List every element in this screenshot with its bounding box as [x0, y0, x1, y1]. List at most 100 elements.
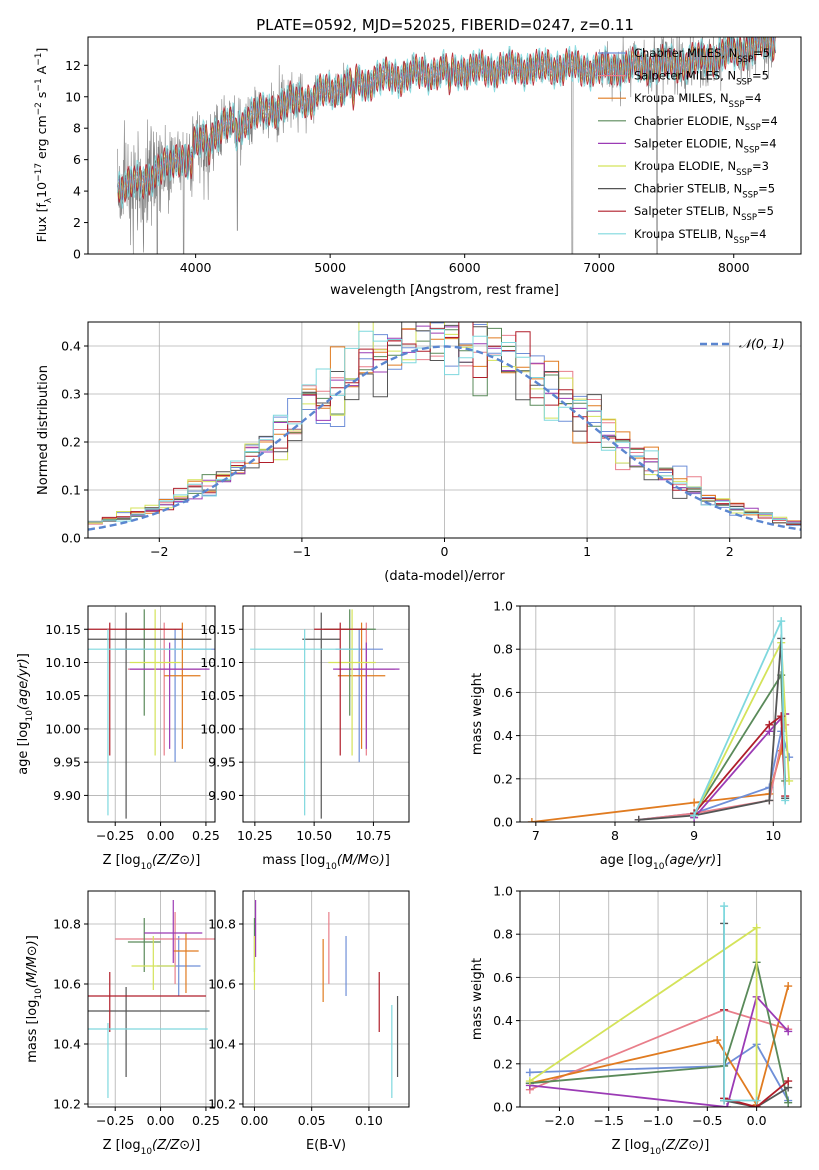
errorbar-kroupa-elodie: [131, 936, 176, 990]
errorbar-kroupa-miles: [337, 622, 386, 749]
weight-marker: [752, 1096, 761, 1105]
y-tick-label: 0.6: [493, 685, 513, 700]
weight-marker: [752, 923, 761, 932]
x-axis-label: E(B-V): [306, 1138, 346, 1153]
x-tick-label: 7000: [583, 260, 615, 275]
errorbar-chabrier-elodie: [127, 918, 161, 972]
weight-vs-metallicity-panel: −2.0 −1.5 −1.0 −0.5 0.0 0.0 0.2 0.4 0.6 0.8 1.0 Z […: [470, 884, 802, 1157]
x-tick-label: 10.50: [296, 828, 332, 843]
weight-marker: [784, 1077, 793, 1086]
legend-entry-chabrier-stelib: Chabrier STELIB, NSSP=5: [634, 182, 775, 201]
x-tick-label: −1.5: [594, 1113, 624, 1128]
legend-entry-salpeter-stelib: Salpeter STELIB, NSSP=5: [634, 204, 774, 223]
y-tick-label: 0.0: [493, 1100, 513, 1115]
x-tick-label: −2.0: [544, 1113, 574, 1128]
legend-entry-gaussian: 𝒩(0, 1): [739, 336, 785, 351]
y-tick-label: 10.6: [53, 977, 81, 992]
age-vs-metallicity-panel: −0.25 0.00 0.25 9.90 9.95 10.00 10.05 10.10 10.1…: [16, 605, 220, 872]
mass-vs-extinction-panel: 0.00 0.05 0.10 10.2 10.4 10.6 10.8 E(B-V): [208, 890, 410, 1153]
y-tick-label: 0.8: [493, 927, 513, 942]
weight-marker: [784, 1098, 793, 1107]
weight-series-kroupa-elodie: [525, 923, 761, 1107]
legend-entry-kroupa-stelib: Kroupa STELIB, NSSP=4: [634, 227, 766, 246]
x-tick-label: 0: [441, 544, 449, 559]
y-tick-label: 10.15: [45, 622, 81, 637]
y-tick-label: 10.05: [45, 688, 81, 703]
errorbar-chabrier-stelib: [88, 612, 212, 819]
errorbar-kroupa-stelib: [250, 629, 360, 816]
figure-title: PLATE=0592, MJD=52025, FIBERID=0247, z=0…: [256, 16, 634, 34]
y-tick-label: 0: [73, 247, 81, 262]
errorbar-kroupa-miles: [173, 933, 199, 993]
x-axis-label: wavelength [Angstrom, rest frame]: [330, 283, 559, 298]
x-axis-label: Z [log10(Z/Z⊙)]: [103, 1138, 201, 1157]
weight-series-chabrier-elodie: [525, 958, 793, 1107]
y-tick-label: 10.10: [45, 655, 81, 670]
weight-series-kroupa-stelib: [690, 617, 790, 820]
x-axis-label: Z [log10(Z/Z⊙)]: [103, 853, 201, 872]
weight-marker: [720, 1096, 729, 1105]
y-tick-label: 10: [65, 89, 81, 104]
x-tick-label: 10: [765, 828, 781, 843]
axes-frame: [242, 890, 410, 1108]
gaussian-curve: [88, 345, 801, 531]
y-tick-label: 0.4: [493, 728, 513, 743]
x-tick-label: 0.25: [192, 828, 220, 843]
y-tick-label: 0.2: [493, 771, 513, 786]
x-tick-label: −0.25: [96, 1113, 134, 1128]
weight-marker: [690, 811, 699, 820]
x-tick-label: 8: [611, 828, 619, 843]
weight-marker: [525, 1077, 534, 1086]
y-axis-label: age [log10(age/yr)]: [16, 653, 35, 775]
weight-marker: [765, 796, 774, 805]
model-spectrum-salpeter-stelib: [117, 37, 776, 203]
y-tick-label: 1.0: [493, 884, 513, 899]
x-tick-label: 0.25: [192, 1113, 220, 1128]
y-tick-label: 10.15: [200, 622, 236, 637]
y-tick-label: 8: [73, 121, 81, 136]
plot-area: [88, 900, 215, 1098]
x-tick-label: 0.0: [747, 1113, 767, 1128]
weight-marker: [527, 818, 536, 822]
errorbar-salpeter-elodie: [144, 900, 203, 963]
x-tick-label: 0.10: [355, 1113, 383, 1128]
axes-frame: [242, 605, 410, 823]
x-tick-label: 0.00: [147, 1113, 175, 1128]
y-tick-label: 10.00: [45, 721, 81, 736]
x-tick-label: 5000: [314, 260, 346, 275]
y-tick-label: 0.0: [493, 815, 513, 830]
x-axis-label: Z [log10(Z/Z⊙)]: [612, 1138, 710, 1157]
axes-frame: [87, 890, 216, 1108]
y-tick-label: 6: [73, 152, 81, 167]
y-tick-label: 9.90: [208, 788, 236, 803]
y-tick-label: 10.05: [200, 688, 236, 703]
errorbar-chabrier-stelib: [302, 612, 341, 819]
residual-histogram-kroupa-elodie: [88, 322, 801, 538]
plot-area: [525, 902, 793, 1107]
y-axis-label: Normed distribution: [36, 365, 51, 495]
x-axis-label: (data-model)/error: [384, 569, 505, 584]
y-axis-label: mass weight: [470, 673, 485, 755]
errorbar-kroupa-elodie: [129, 609, 181, 756]
weight-marker: [525, 1068, 534, 1077]
errorbar-chabrier-stelib: [88, 987, 210, 1077]
y-tick-label: 10.2: [208, 1097, 236, 1112]
plot-area: [88, 322, 801, 538]
spectrum-legend: Chabrier MILES, NSSP=5 Salpeter MILES, NS…: [598, 46, 778, 246]
x-tick-label: 0.00: [241, 1113, 269, 1128]
y-tick-label: 0.2: [61, 435, 81, 450]
weight-series-kroupa-elodie: [690, 638, 794, 820]
plot-area: [250, 609, 400, 819]
y-tick-label: 10.8: [53, 917, 81, 932]
weight-marker: [784, 982, 793, 991]
weight-marker: [781, 796, 790, 805]
errorbar-kroupa-elodie: [328, 609, 376, 756]
y-tick-label: 9.95: [53, 755, 81, 770]
axes-frame: [87, 605, 216, 823]
errorbar-salpeter-miles: [127, 622, 201, 756]
x-tick-label: −2: [150, 544, 168, 559]
errorbar-salpeter-elodie: [333, 642, 400, 749]
model-spectrum-kroupa-elodie: [117, 37, 776, 200]
y-tick-label: 10.10: [200, 655, 236, 670]
